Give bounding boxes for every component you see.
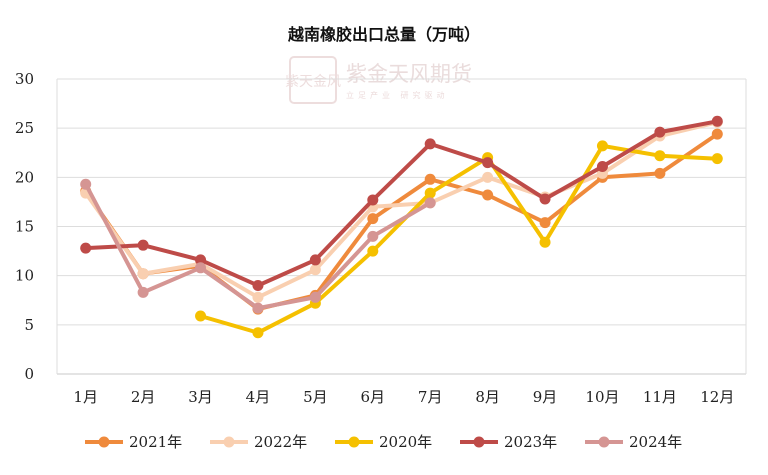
series-2 (195, 140, 723, 339)
watermark-seal-text: 紫天金风 (285, 74, 341, 90)
y-tick-label: 15 (15, 218, 34, 236)
watermark-name: 紫金天风期货 (346, 62, 472, 86)
legend-label: 2020年 (379, 433, 432, 451)
axes: 0 5 10 15 20 25 30 1月 2月 3月 4月 5月 6月 7月 8月 9月 10月 11月 12月 (15, 70, 734, 406)
data-point (195, 262, 207, 274)
legend-item: 2020年 (335, 433, 432, 451)
data-point (654, 150, 666, 162)
data-point (482, 171, 494, 183)
x-tick-label: 9月 (533, 388, 558, 406)
data-point (252, 327, 264, 339)
legend-label: 2022年 (254, 433, 307, 451)
data-point (252, 302, 264, 314)
legend-marker (473, 436, 485, 448)
y-tick-label: 20 (15, 168, 34, 186)
x-tick-label: 1月 (73, 388, 98, 406)
x-tick-label: 2月 (131, 388, 156, 406)
legend-item: 2022年 (210, 433, 307, 451)
series-3 (80, 115, 723, 291)
legend-marker (348, 436, 360, 448)
data-point (711, 115, 723, 127)
x-tick-label: 8月 (475, 388, 500, 406)
y-tick-label: 30 (15, 70, 34, 88)
data-point (195, 310, 207, 322)
x-tick-label: 3月 (188, 388, 213, 406)
watermark: 紫天金风 紫金天风期货 立足产业 研究驱动 (285, 56, 472, 104)
data-point (711, 153, 723, 165)
y-tick-label: 0 (24, 365, 34, 383)
legend-label: 2024年 (629, 433, 682, 451)
data-point (367, 230, 379, 242)
data-point (596, 161, 608, 173)
x-tick-label: 5月 (303, 388, 328, 406)
data-point (654, 126, 666, 138)
legend-item: 2024年 (585, 433, 682, 451)
data-point (80, 242, 92, 254)
data-point (367, 213, 379, 225)
series-1 (80, 116, 723, 303)
data-point (654, 167, 666, 179)
x-tick-label: 7月 (418, 388, 443, 406)
data-point (80, 178, 92, 190)
watermark-slogan: 立足产业 研究驱动 (346, 90, 449, 100)
data-point (137, 239, 149, 251)
legend-item: 2023年 (460, 433, 557, 451)
data-point (252, 291, 264, 303)
data-point (424, 173, 436, 185)
y-tick-label: 10 (15, 267, 34, 285)
grid-lines (56, 78, 747, 375)
legend-label: 2023年 (504, 433, 557, 451)
legend-item: 2021年 (85, 433, 182, 451)
data-point (309, 291, 321, 303)
legend-marker (98, 436, 110, 448)
legend-marker (598, 436, 610, 448)
y-tick-label: 25 (15, 119, 34, 137)
data-point (309, 264, 321, 276)
series-4 (80, 178, 436, 314)
chart-title: 越南橡胶出口总量（万吨） (287, 25, 480, 44)
data-point (309, 254, 321, 266)
data-point (195, 254, 207, 266)
data-point (367, 194, 379, 206)
data-point (137, 286, 149, 298)
data-point (711, 128, 723, 140)
data-point (252, 280, 264, 291)
legend-label: 2021年 (129, 433, 182, 451)
series-line (83, 120, 720, 300)
x-tick-label: 4月 (246, 388, 271, 406)
data-point (539, 193, 551, 205)
data-point (367, 245, 379, 257)
data-point (482, 189, 494, 201)
x-tick-label: 6月 (361, 388, 386, 406)
data-point (596, 140, 608, 152)
x-tick-label: 12月 (700, 388, 734, 406)
series-line (83, 119, 720, 288)
x-tick-label: 11月 (643, 388, 677, 406)
y-tick-label: 5 (24, 316, 34, 334)
data-point (424, 187, 436, 199)
x-tick-label: 10月 (585, 388, 619, 406)
legend-marker (223, 436, 235, 448)
data-point (424, 138, 436, 150)
data-point (539, 217, 551, 229)
data-point (424, 197, 436, 209)
data-point (539, 236, 551, 248)
series-lines (80, 115, 723, 339)
data-point (137, 268, 149, 280)
data-point (482, 157, 494, 169)
legend: 2021年 2022年 2020年 2023年 2024年 (85, 433, 682, 451)
watermark-seal (289, 56, 337, 104)
